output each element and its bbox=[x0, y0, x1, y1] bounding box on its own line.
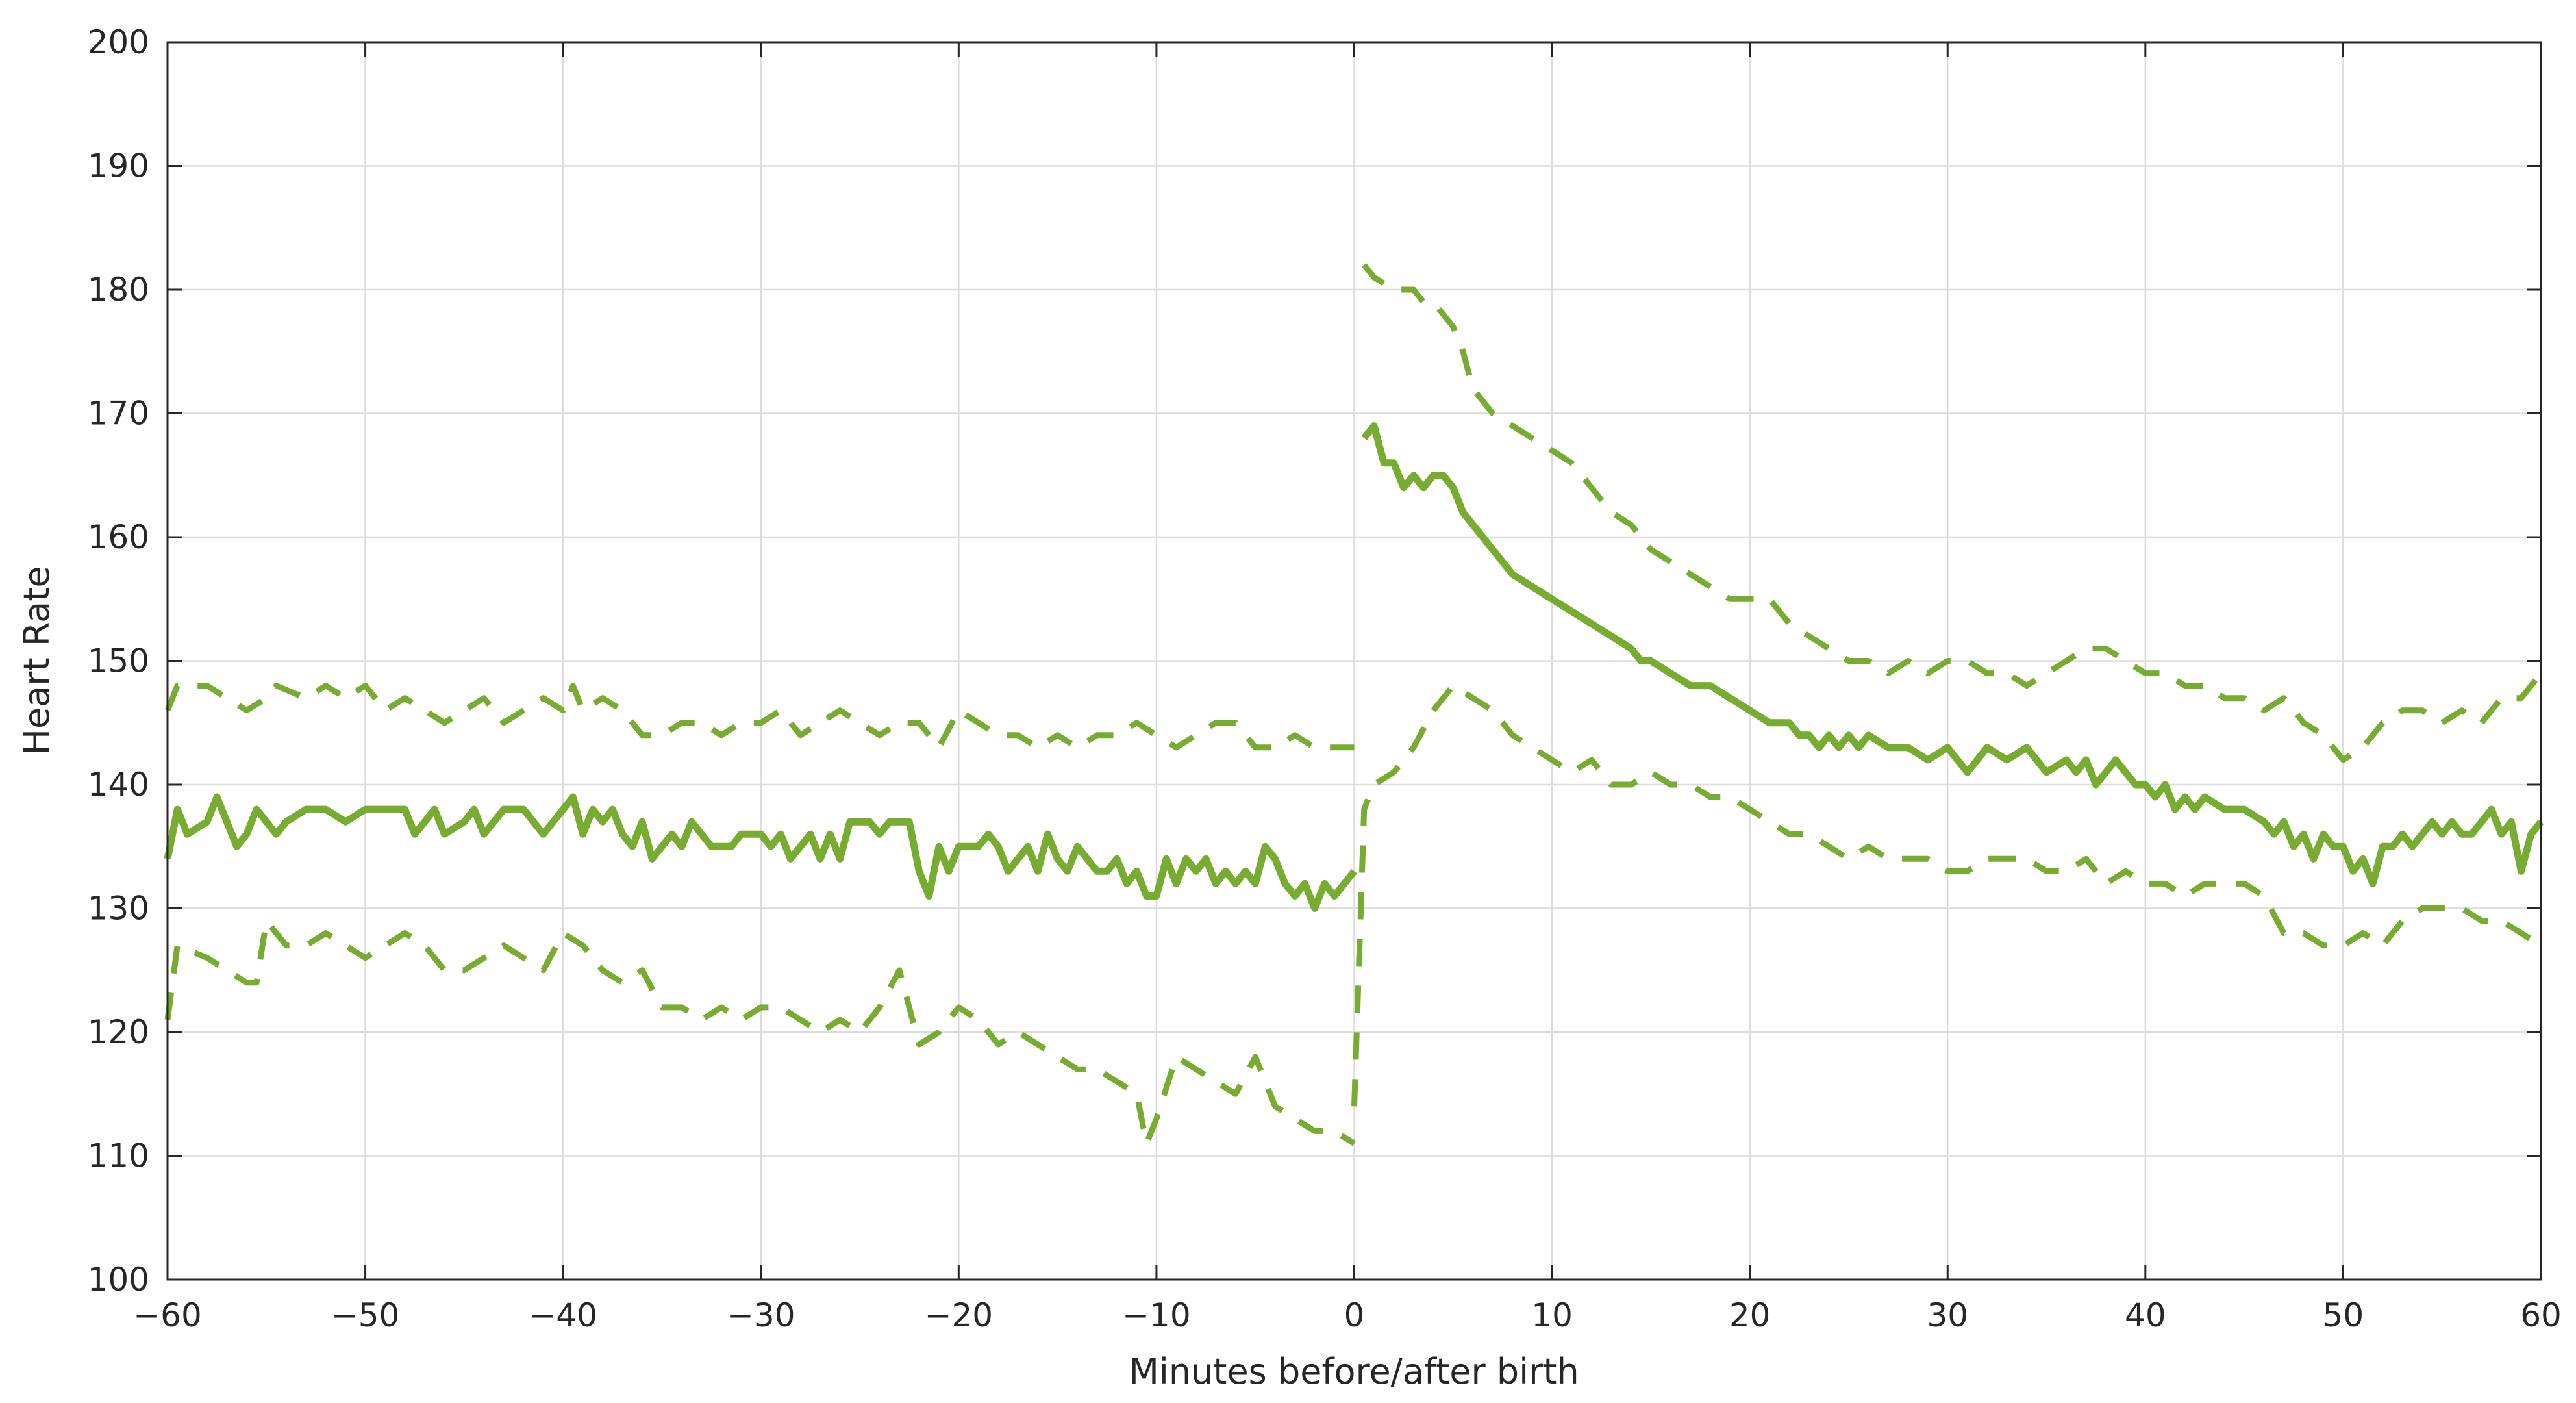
y-tick-label: 150 bbox=[88, 642, 149, 680]
y-tick-label: 160 bbox=[88, 518, 149, 556]
y-tick-label: 100 bbox=[88, 1261, 149, 1298]
x-tick-label: −20 bbox=[925, 1296, 994, 1334]
x-tick-labels: −60 −50 −40 −30 −20 −10 0 10 20 30 40 50 60 bbox=[133, 1296, 2562, 1334]
x-tick-label: −60 bbox=[133, 1296, 202, 1334]
x-tick-label: 30 bbox=[1927, 1296, 1968, 1334]
x-tick-label: 60 bbox=[2520, 1296, 2562, 1334]
ticks bbox=[166, 41, 2542, 1281]
upper-bound-line-segment bbox=[1362, 263, 2544, 763]
y-tick-label: 130 bbox=[88, 890, 149, 928]
grid bbox=[168, 42, 2541, 1280]
x-tick-label: −50 bbox=[331, 1296, 400, 1334]
x-tick-label: 20 bbox=[1729, 1296, 1771, 1334]
y-tick-label: 120 bbox=[88, 1013, 149, 1051]
y-tick-label: 110 bbox=[88, 1137, 149, 1175]
y-tick-labels: 100 110 120 130 140 150 160 170 180 190 200 bbox=[88, 23, 149, 1298]
x-tick-label: −40 bbox=[529, 1296, 597, 1334]
upper-bound-line bbox=[164, 263, 2544, 763]
mean-heart-rate-line bbox=[164, 422, 2544, 912]
y-tick-label: 140 bbox=[88, 766, 149, 803]
lower-bound-line-segment bbox=[164, 918, 1356, 1146]
x-tick-label: 10 bbox=[1531, 1296, 1573, 1334]
y-tick-label: 200 bbox=[88, 23, 149, 61]
x-tick-label: 40 bbox=[2125, 1296, 2166, 1334]
series-layer bbox=[164, 263, 2544, 1146]
mean-heart-rate-line-segment bbox=[1361, 422, 2544, 887]
y-axis-label: Heart Rate bbox=[16, 566, 57, 755]
x-tick-label: −30 bbox=[727, 1296, 795, 1334]
x-axis-label: Minutes before/after birth bbox=[1129, 1351, 1579, 1392]
y-tick-label: 170 bbox=[88, 395, 149, 433]
y-tick-label: 180 bbox=[88, 271, 149, 309]
upper-bound-line-segment bbox=[164, 683, 1355, 751]
lower-bound-line bbox=[164, 683, 2543, 1146]
mean-heart-rate-line-segment bbox=[164, 793, 1357, 912]
x-tick-label: −10 bbox=[1122, 1296, 1191, 1334]
y-tick-label: 190 bbox=[88, 147, 149, 185]
x-tick-label: 50 bbox=[2323, 1296, 2364, 1334]
x-tick-label: 0 bbox=[1344, 1296, 1365, 1334]
